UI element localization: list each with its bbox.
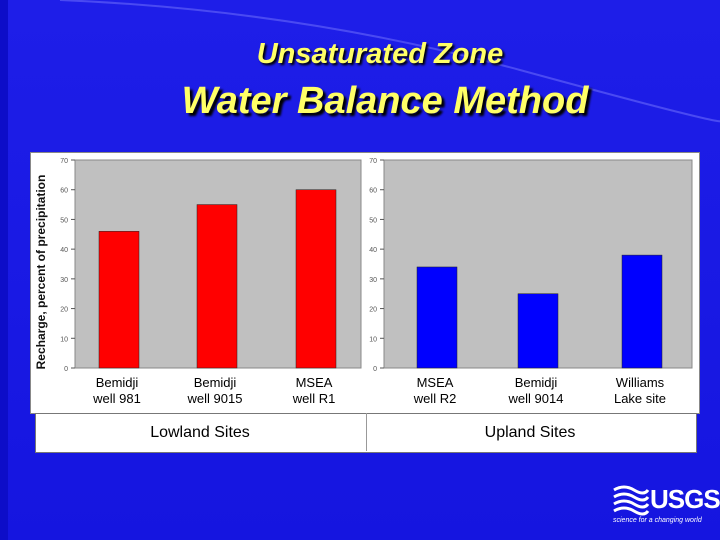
category-label: MSEA well R1 — [269, 375, 359, 407]
y-tick-label: 60 — [60, 188, 68, 195]
category-label-line2: well 9015 — [187, 391, 243, 406]
category-label: Bemidji well 9014 — [491, 375, 581, 407]
y-tick-label: 50 — [369, 217, 377, 224]
left-edge-band — [0, 0, 8, 540]
y-tick-label: 70 — [60, 158, 68, 165]
y-tick-label: 50 — [60, 217, 68, 224]
slide-title-line2: Water Balance Method — [181, 80, 589, 122]
category-label: Williams Lake site — [595, 375, 685, 407]
y-tick-label: 60 — [369, 188, 377, 195]
background-swoosh — [59, 0, 720, 123]
y-tick-label: 10 — [60, 336, 68, 343]
category-label-line1: Bemidji — [193, 375, 237, 390]
bar-1-3 — [295, 189, 337, 369]
category-label: Bemidji well 981 — [72, 375, 162, 407]
bar-2-1 — [416, 266, 458, 369]
y-tick-label: 20 — [369, 307, 377, 314]
category-label: MSEA well R2 — [390, 375, 480, 407]
category-label-line1: MSEA — [416, 375, 454, 390]
bar-2-2 — [517, 293, 559, 369]
category-label-line1: Williams — [615, 375, 665, 390]
bar-2-3 — [621, 254, 663, 369]
group-label-lowland: Lowland Sites — [150, 424, 250, 441]
y-tick-label: 40 — [60, 247, 68, 254]
usgs-tagline: science for a changing world — [613, 517, 702, 524]
bar-1-2 — [196, 204, 238, 369]
y-tick-label: 30 — [60, 277, 68, 284]
category-label-line2: Lake site — [613, 391, 667, 406]
group-label-upland: Upland Sites — [484, 424, 576, 441]
category-label-line2: well R2 — [413, 391, 457, 406]
category-label: Bemidji well 9015 — [170, 375, 260, 407]
y-tick-label: 20 — [60, 307, 68, 314]
usgs-logo-text: USGS — [650, 484, 720, 514]
category-label-line2: well R1 — [292, 391, 336, 406]
y-tick-label: 70 — [369, 158, 377, 165]
usgs-logo-waves — [613, 485, 650, 516]
category-label-line1: Bemidji — [514, 375, 558, 390]
y-tick-label: 40 — [369, 247, 377, 254]
bar-1-1 — [98, 231, 140, 369]
group-divider — [366, 413, 367, 451]
category-label-line2: well 9014 — [508, 391, 564, 406]
category-label-line1: MSEA — [295, 375, 333, 390]
y-tick-label: 30 — [369, 277, 377, 284]
y-tick-label: 10 — [369, 336, 377, 343]
y-tick-label: 0 — [64, 366, 68, 373]
category-label-line2: well 981 — [93, 391, 141, 406]
slide-title-line1: Unsaturated Zone — [256, 38, 504, 70]
category-label-line1: Bemidji — [95, 375, 139, 390]
y-tick-label: 0 — [373, 366, 377, 373]
